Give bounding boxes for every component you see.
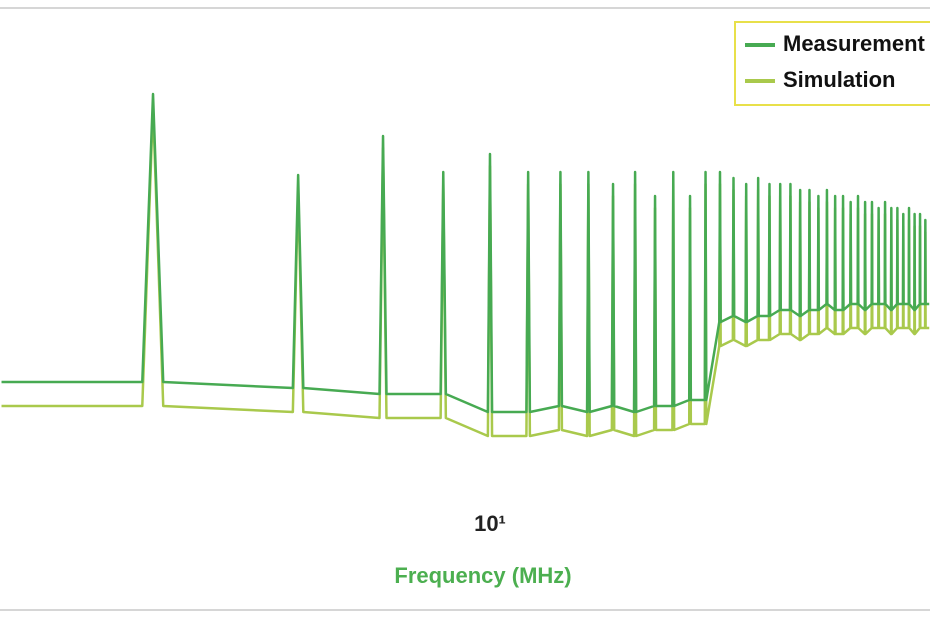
- frame: [0, 7, 930, 611]
- series-line: [1, 92, 930, 414]
- legend-box: [734, 21, 930, 106]
- plot-area: [1, 92, 930, 438]
- legend-label: Simulation: [783, 67, 895, 92]
- x-tick-label: 10¹: [474, 511, 506, 536]
- legend-label: Measurement: [783, 31, 926, 56]
- x-axis-label: Frequency (MHz): [394, 563, 571, 588]
